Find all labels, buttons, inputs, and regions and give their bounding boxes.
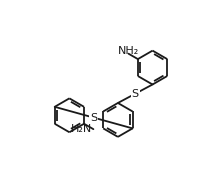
Text: S: S xyxy=(90,113,97,123)
Text: NH₂: NH₂ xyxy=(118,46,139,56)
Text: H₂N: H₂N xyxy=(71,124,92,134)
Text: S: S xyxy=(132,89,139,99)
